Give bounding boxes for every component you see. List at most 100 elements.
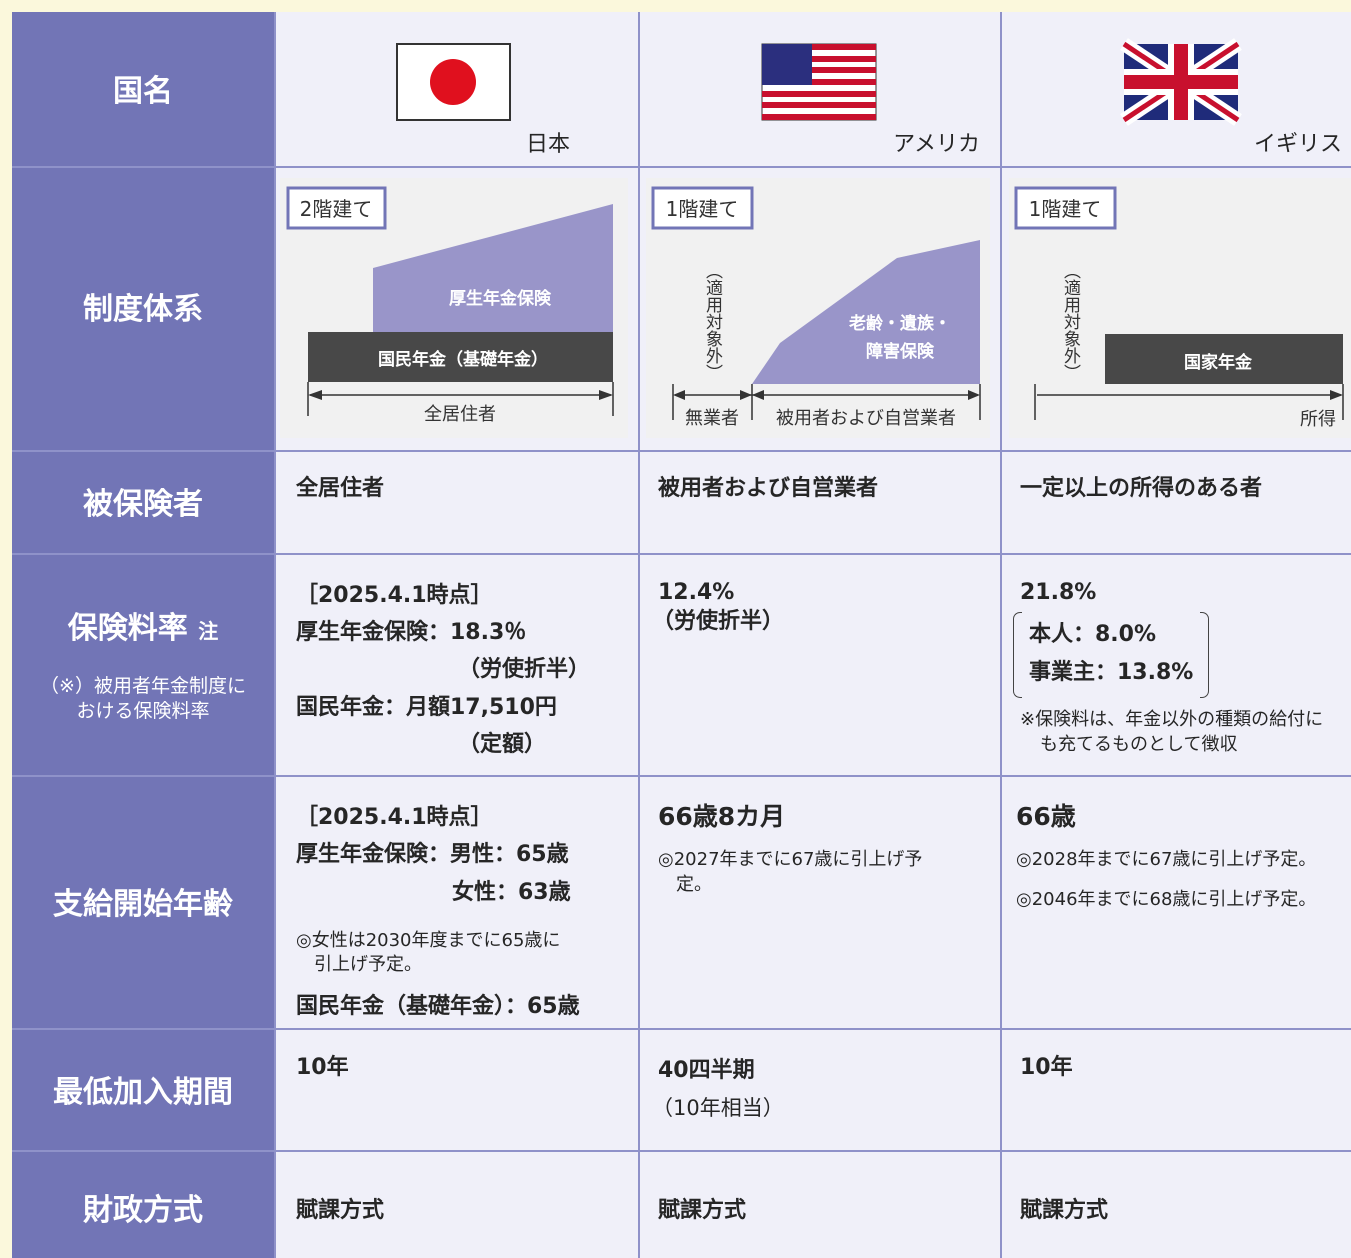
cell [640, 452, 1000, 553]
axis-label: 無業者 [685, 408, 739, 429]
employee-pension-area [373, 204, 613, 332]
cell [1002, 452, 1351, 553]
row-header: 国名 [113, 74, 173, 109]
oasdi-area [752, 240, 980, 384]
age-line: 66歳8カ月 [658, 802, 786, 831]
axis-label: 全居住者 [424, 404, 496, 425]
badge [286, 186, 387, 230]
badge-text: 2階建て [300, 197, 373, 221]
age-note: ◎女性は2030年度までに65歳に [296, 930, 561, 951]
flag-japan [396, 43, 511, 121]
row-header: 支給開始年齢 [53, 887, 233, 922]
age-line: 厚生年金保険：男性：65歳 [296, 842, 569, 867]
age-line: ［2025.4.1時点］ [296, 805, 493, 830]
minimum-line: 10年 [296, 1055, 349, 1080]
age-note: ◎2028年までに67歳に引上げ予定。 [1016, 849, 1317, 870]
badge-text: 1階建て [1029, 197, 1102, 221]
insured: 一定以上の所得のある者 [1020, 476, 1263, 501]
axis-label: 所得 [1300, 409, 1336, 430]
flag-usa [761, 43, 877, 121]
row-header: 制度体系 [83, 292, 203, 327]
insured: 全居住者 [296, 476, 385, 501]
finance: 賦課方式 [1020, 1198, 1109, 1223]
cell [276, 452, 638, 553]
header-cell [12, 1152, 274, 1258]
diagram-label: 老齢・遺族・ [848, 313, 951, 334]
row-header: 被保険者 [83, 487, 203, 522]
basic-pension-bar [308, 332, 613, 382]
range-arrow [672, 384, 981, 420]
row-header-text: 保険料率 [67, 611, 188, 646]
range-arrow [307, 382, 614, 416]
cell [640, 555, 1000, 775]
header-cell [12, 452, 274, 553]
cell [1002, 1030, 1351, 1150]
vertical-label: （適用対象外） [702, 262, 722, 381]
premium-line: 12.4% [658, 580, 735, 605]
premium-line: （労使折半） [652, 609, 785, 634]
premium-note: ※保険料は、年金以外の種類の給付に [1020, 709, 1324, 730]
badge-text: 1階建て [666, 197, 739, 221]
cell [1002, 1152, 1351, 1258]
premium-line: 21.8% [1020, 580, 1097, 605]
age-note: ◎2046年までに68歳に引上げ予定。 [1016, 889, 1317, 910]
premium-line: ［2025.4.1時点］ [296, 583, 493, 608]
premium-line: 本人：8.0% [1029, 622, 1157, 647]
bracket [1200, 612, 1209, 698]
minimum-line: （10年相当） [652, 1096, 784, 1120]
diagram-label: 国家年金 [1184, 352, 1253, 373]
row-header: 財政方式 [83, 1193, 203, 1228]
age-line: 女性：63歳 [452, 880, 571, 905]
cell [1002, 555, 1351, 775]
finance: 賦課方式 [296, 1198, 385, 1223]
country-name: イギリス [1253, 132, 1342, 157]
header-cell [12, 555, 274, 775]
row-header: 最低加入期間 [53, 1075, 233, 1110]
badge [1014, 186, 1117, 230]
range-arrow [1034, 384, 1344, 420]
diagram-label: 国民年金（基礎年金） [378, 349, 548, 370]
cell [640, 1152, 1000, 1258]
age-note: ◎2027年までに67歳に引上げ予 [658, 849, 923, 870]
age-note: 引上げ予定。 [314, 954, 422, 975]
flag-uk [1120, 38, 1242, 126]
insured: 被用者および自営業者 [658, 476, 879, 501]
vertical-label: （適用対象外） [1060, 262, 1080, 381]
cell [640, 777, 1000, 1028]
diagram-label: 厚生年金保険 [449, 288, 552, 309]
age-line: 国民年金（基礎年金）：65歳 [296, 994, 580, 1019]
cell [640, 1030, 1000, 1150]
badge [651, 186, 754, 230]
premium-line: 厚生年金保険：18.3％ [296, 620, 527, 645]
premium-line: （労使折半） [458, 657, 591, 682]
row-header: 保険料率 注 [12, 611, 274, 649]
header-cell [12, 777, 274, 1028]
minimum-line: 10年 [1020, 1055, 1073, 1080]
header-cell [12, 1030, 274, 1150]
premium-line: 国民年金：月額17,510円 [296, 695, 557, 720]
premium-line: （定額） [458, 732, 547, 757]
cell [276, 555, 638, 775]
cell [276, 777, 638, 1028]
age-note: 定。 [676, 874, 712, 895]
row-header-sub: （※）被用者年金制度に おける保険料率 [12, 674, 274, 724]
country-name: 日本 [525, 132, 570, 157]
sub-line: おける保険料率 [76, 700, 210, 722]
sub-line: （※）被用者年金制度に [40, 675, 246, 697]
cell [276, 1030, 638, 1150]
header-cell [12, 12, 274, 166]
note-mark: 注 [198, 619, 219, 643]
diagram-label: 障害保険 [866, 341, 935, 362]
bracket [1013, 612, 1022, 698]
premium-line: 事業主：13.8% [1029, 660, 1194, 685]
state-pension-bar [1105, 334, 1343, 384]
premium-note: も充てるものとして徴収 [1040, 734, 1238, 755]
cell [1002, 777, 1351, 1028]
cell [276, 1152, 638, 1258]
country-name: アメリカ [893, 132, 980, 157]
axis-label: 被用者および自営業者 [776, 408, 956, 429]
header-cell [12, 168, 274, 450]
finance: 賦課方式 [658, 1198, 747, 1223]
